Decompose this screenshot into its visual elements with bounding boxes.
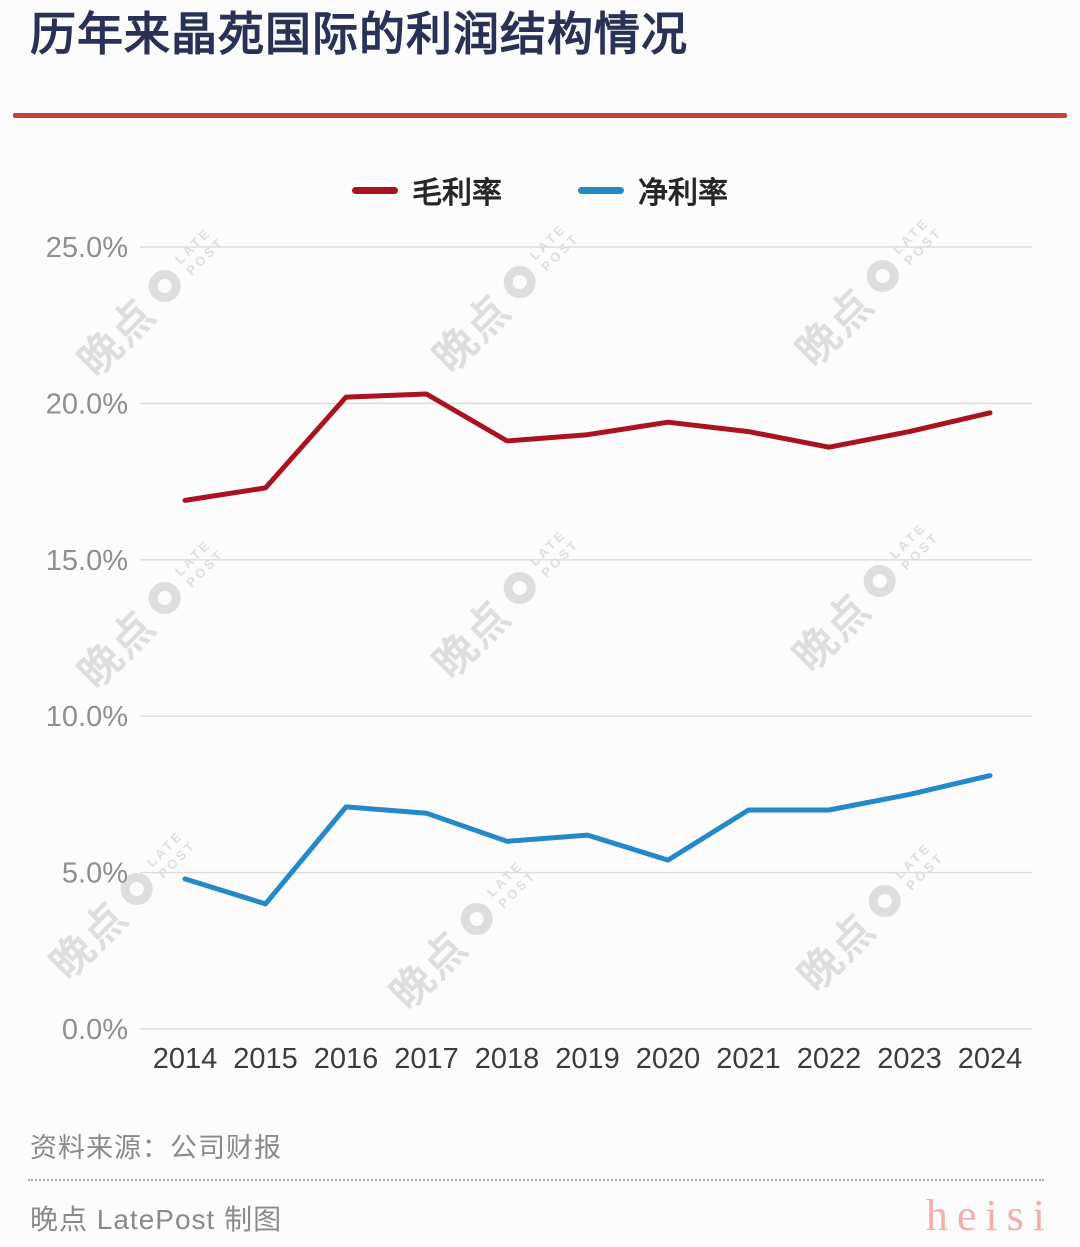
x-tick-label: 2016 (314, 1043, 379, 1075)
x-tick-label: 2014 (153, 1043, 218, 1075)
y-tick-label: 20.0% (46, 388, 128, 420)
title-divider (13, 113, 1067, 118)
page-title: 历年来晶苑国际的利润结构情况 (30, 8, 688, 60)
y-tick-label: 25.0% (46, 232, 128, 264)
series-line (182, 391, 993, 503)
legend-item-net-margin: 净利率 (578, 168, 728, 212)
y-tick-label: 10.0% (46, 701, 128, 733)
y-tick-label: 5.0% (62, 858, 128, 890)
legend-item-gross-margin: 毛利率 (352, 168, 502, 212)
x-tick-label: 2015 (233, 1043, 298, 1075)
source-note: 资料来源：公司财报 (30, 1133, 282, 1163)
y-tick-label: 15.0% (46, 545, 128, 577)
series-line (182, 773, 993, 907)
footer-divider (28, 1179, 1044, 1181)
legend-swatch-blue-icon (578, 186, 624, 194)
chart-legend: 毛利率 净利率 (0, 168, 1080, 212)
x-tick-label: 2017 (394, 1043, 459, 1075)
x-tick-label: 2020 (636, 1043, 701, 1075)
legend-label-net-margin: 净利率 (638, 177, 728, 210)
x-tick-label: 2023 (877, 1043, 942, 1075)
x-tick-label: 2018 (475, 1043, 540, 1075)
x-tick-label: 2022 (797, 1043, 862, 1075)
credit-note: 晚点 LatePost 制图 (30, 1204, 283, 1235)
x-tick-label: 2019 (555, 1043, 620, 1075)
legend-swatch-red-icon (352, 186, 398, 194)
x-tick-label: 2021 (716, 1043, 781, 1075)
x-tick-label: 2024 (958, 1043, 1023, 1075)
heisi-watermark: heisi (925, 1191, 1054, 1240)
y-tick-label: 0.0% (62, 1014, 128, 1046)
legend-label-gross-margin: 毛利率 (412, 177, 502, 210)
